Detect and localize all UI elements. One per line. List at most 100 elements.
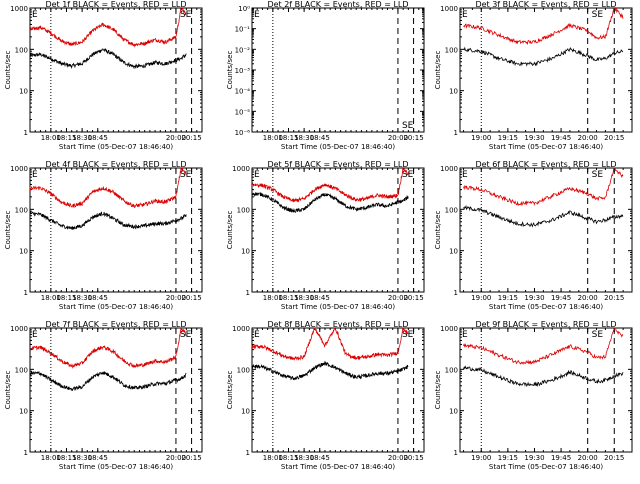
chart-title: Det 7f BLACK = Events, RED = LLD: [45, 320, 186, 329]
x-axis-label: Start Time (05-Dec-07 18:46:40): [281, 143, 395, 151]
series-line-lld: [251, 327, 409, 361]
corner-label-se: SE: [592, 10, 604, 20]
series-line-events: [29, 48, 187, 70]
x-tick-label: 18:30: [294, 454, 314, 462]
y-tick-label: 10: [19, 88, 28, 96]
corner-label-e: E: [32, 170, 38, 180]
corner-label-e: E: [32, 330, 38, 340]
x-tick-label: 19:00: [471, 454, 491, 462]
plot-frame: [251, 167, 425, 293]
plot-frame: [459, 7, 633, 133]
y-axis-label: Counts/sec: [226, 51, 234, 90]
x-tick-label: 18:45: [88, 134, 108, 142]
series-line-events: [251, 192, 409, 213]
series-line-events: [251, 360, 409, 381]
series-line-events: [463, 46, 624, 67]
x-tick-label: 19:00: [471, 294, 491, 302]
chart-title: Det 8f BLACK = Events, RED = LLD: [267, 320, 408, 329]
y-tick-label: 100: [15, 206, 28, 214]
chart-title: Det 4f BLACK = Events, RED = LLD: [45, 160, 186, 169]
x-tick-label: 20:15: [604, 294, 624, 302]
y-tick-label: 10⁻³: [235, 67, 251, 75]
chart-title: Det 3f BLACK = Events, RED = LLD: [475, 0, 616, 9]
x-tick-label: 18:15: [278, 294, 298, 302]
x-axis-label: Start Time (05-Dec-07 18:46:40): [281, 463, 395, 471]
panel-det-3: Det 3f BLACK = Events, RED = LLD Counts/s…: [434, 0, 633, 151]
y-tick-label: 100: [445, 206, 458, 214]
x-tick-label: 20:00: [388, 294, 408, 302]
panel-det-4: Det 4f BLACK = Events, RED = LLD Counts/s…: [4, 160, 203, 311]
plot-frame: [29, 327, 203, 453]
x-tick-label: 18:45: [310, 454, 330, 462]
y-tick-label: 10⁻⁶: [235, 129, 251, 137]
x-axis-label: Start Time (05-Dec-07 18:46:40): [59, 463, 173, 471]
plot-frame: [459, 167, 633, 293]
corner-label-e: E: [254, 330, 260, 340]
y-tick-label: 10: [19, 248, 28, 256]
x-tick-label: 18:00: [41, 454, 61, 462]
x-tick-label: 18:15: [56, 294, 76, 302]
y-tick-label: 10: [449, 408, 458, 416]
corner-label-se: SE: [402, 121, 414, 131]
x-axis-label: Start Time (05-Dec-07 18:46:40): [489, 463, 603, 471]
panel-det-6: Det 6f BLACK = Events, RED = LLD Counts/s…: [434, 160, 633, 311]
x-tick-label: 18:45: [310, 294, 330, 302]
x-tick-label: 20:00: [388, 454, 408, 462]
corner-label-e: E: [462, 170, 468, 180]
y-tick-label: 10⁻¹: [235, 26, 251, 34]
y-tick-label: 1000: [440, 5, 458, 13]
y-tick-label: 1000: [232, 325, 250, 333]
x-tick-label: 20:15: [181, 454, 201, 462]
chart-title: Det 5f BLACK = Events, RED = LLD: [267, 160, 408, 169]
corner-label-e: E: [254, 170, 260, 180]
x-tick-label: 20:15: [403, 294, 423, 302]
series-line-lld: [463, 167, 624, 207]
y-axis-label: Counts/sec: [4, 211, 12, 250]
x-axis-label: Start Time (05-Dec-07 18:46:40): [59, 143, 173, 151]
x-tick-label: 18:00: [41, 294, 61, 302]
y-axis-label: Counts/sec: [434, 211, 442, 250]
plot-frame: [251, 327, 425, 453]
corner-label-e: E: [32, 10, 38, 20]
panel-det-5: Det 5f BLACK = Events, RED = LLD Counts/s…: [226, 160, 425, 311]
x-tick-label: 19:30: [524, 454, 544, 462]
y-tick-label: 1000: [10, 325, 28, 333]
x-tick-label: 18:45: [310, 134, 330, 142]
y-tick-label: 1: [24, 289, 28, 297]
y-axis-label: Counts/sec: [434, 51, 442, 90]
x-tick-label: 19:45: [551, 294, 571, 302]
x-tick-label: 18:00: [263, 454, 283, 462]
series-line-events: [29, 210, 187, 231]
series-line-lld: [251, 166, 409, 203]
x-tick-label: 18:15: [278, 454, 298, 462]
y-tick-label: 1: [454, 129, 458, 137]
y-tick-label: 100: [445, 366, 458, 374]
series-line-lld: [29, 327, 187, 369]
y-tick-label: 100: [237, 366, 250, 374]
x-tick-label: 18:30: [72, 294, 92, 302]
x-tick-label: 18:30: [72, 454, 92, 462]
x-tick-label: 20:00: [166, 454, 186, 462]
y-tick-label: 100: [15, 46, 28, 54]
corner-label-e: E: [462, 330, 468, 340]
x-tick-label: 18:45: [88, 294, 108, 302]
y-tick-label: 1000: [10, 165, 28, 173]
corner-label-se: SE: [402, 330, 414, 340]
x-tick-label: 18:00: [41, 134, 61, 142]
series-line-events: [29, 370, 187, 391]
y-tick-label: 100: [445, 46, 458, 54]
series-line-lld: [29, 167, 187, 209]
chart-title: Det 2f BLACK = Events, RED = LLD: [267, 0, 408, 9]
y-tick-label: 1: [246, 449, 250, 457]
y-tick-label: 1000: [10, 5, 28, 13]
corner-label-e: E: [254, 10, 260, 20]
plot-frame: [459, 327, 633, 453]
y-axis-label: Counts/sec: [434, 371, 442, 410]
panel-det-2: Det 2f BLACK = Events, RED = LLD Counts/s…: [226, 0, 425, 151]
y-tick-label: 10⁻⁴: [235, 88, 251, 96]
x-tick-label: 18:15: [278, 134, 298, 142]
x-tick-label: 19:45: [551, 134, 571, 142]
y-tick-label: 100: [237, 206, 250, 214]
y-tick-label: 1: [24, 449, 28, 457]
x-tick-label: 19:30: [524, 134, 544, 142]
